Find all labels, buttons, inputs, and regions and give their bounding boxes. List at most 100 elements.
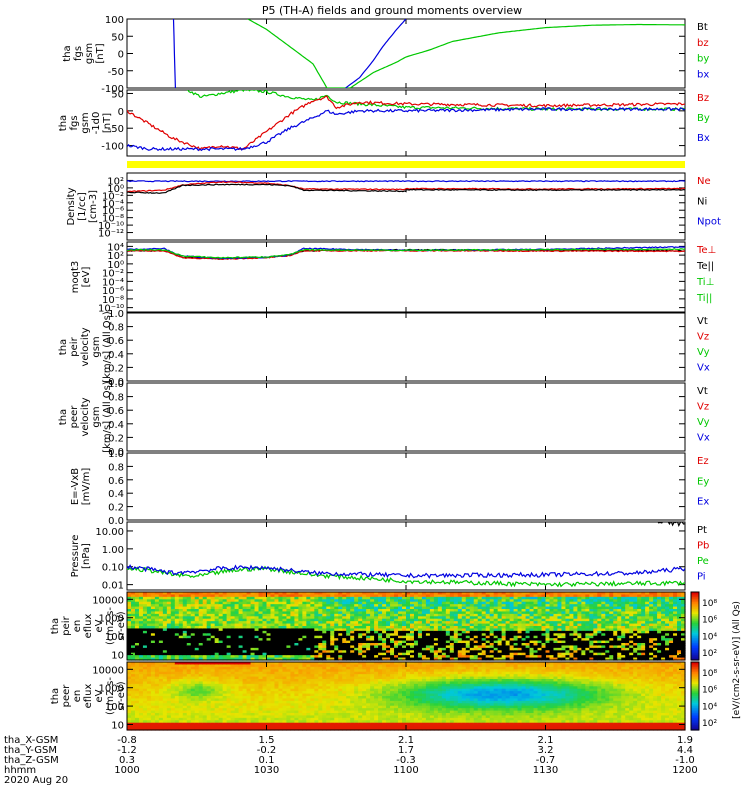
y-axis-label: (cm2-s- [105, 607, 116, 645]
legend-entry: By [697, 113, 710, 124]
legend-entry: by [697, 54, 709, 65]
legend-entry: Vt [697, 316, 708, 327]
y-axis-label: gsm [80, 112, 91, 133]
panel-frame-density [127, 173, 685, 240]
series-line-Pi [127, 565, 685, 577]
y-axis-label: [nT] [95, 43, 106, 63]
series-line-Bz [127, 96, 685, 150]
y-tick-label: 10⁻¹² [98, 229, 124, 240]
y-tick-label: 0.10 [102, 563, 124, 574]
panel-frame-peer_velocity [127, 383, 685, 451]
y-tick-label: 0.01 [102, 581, 124, 592]
legend-entry: Vz [697, 402, 709, 413]
legend-entry: Pi [697, 572, 706, 583]
legend-entry: Ti⊥ [696, 277, 714, 288]
y-tick-label: 0.8 [108, 462, 124, 473]
legend-entry: Ne [697, 176, 711, 187]
panel-frame-pressure [127, 522, 685, 590]
legend-entry: Pt [697, 525, 707, 536]
chart-title: P5 (TH-A) fields and ground moments over… [262, 4, 522, 17]
series-line-By [187, 89, 685, 111]
y-tick-label: 10.00 [95, 527, 124, 538]
y-axis-label: tha [50, 618, 61, 634]
legend-entry: Ni [697, 196, 707, 207]
y-tick-label: 50 [111, 89, 124, 100]
legend-entry: Ez [697, 456, 709, 467]
y-axis-label: fgs [73, 46, 84, 61]
legend-entry: Pb [697, 541, 709, 552]
y-axis-label: tha [62, 45, 73, 61]
series-line-Pt [657, 520, 685, 526]
legend-entry: Ex [697, 497, 709, 508]
series-line-bx [346, 19, 406, 88]
y-axis-label: gsm [91, 406, 102, 427]
y-axis-label: fgs [69, 115, 80, 130]
series-line-by [248, 19, 685, 88]
legend-entry: Bt [697, 22, 708, 33]
legend-entry: Bz [697, 93, 709, 104]
y-axis-label: moqt3 [70, 261, 81, 294]
panel-frame-peir_velocity [127, 313, 685, 381]
y-tick-label: 0 [118, 107, 124, 118]
y-axis-label: [mV/m] [81, 468, 92, 506]
y-axis-label: gsm [84, 43, 95, 64]
y-axis-label: [km/s] (All Qs) [102, 311, 113, 383]
y-axis-label: [1/cc] [77, 192, 88, 221]
y-axis-label: [nT] [102, 113, 113, 133]
y-axis-label: velocity [80, 397, 91, 436]
y-axis-label: peer [69, 405, 80, 429]
y-tick-label: 0.6 [108, 476, 124, 487]
series-line-Bx [127, 108, 685, 151]
y-axis-label: peir [69, 336, 80, 356]
y-axis-label: peir [61, 615, 72, 635]
legend-entry: Te⊥ [696, 245, 716, 256]
y-axis-label: tha [58, 339, 69, 355]
y-tick-label: 1.0 [108, 449, 124, 460]
y-axis-label: [nPa] [81, 543, 92, 569]
y-tick-label: 0.4 [108, 489, 124, 500]
series-line-bx [174, 19, 176, 88]
legend-entry: Ey [697, 476, 709, 487]
y-axis-label: [km/s] (All Qs) [102, 381, 113, 453]
legend-entry: bz [697, 38, 709, 49]
legend-entry: Vy [697, 347, 710, 358]
y-axis-label: eflux [83, 614, 94, 639]
legend-entry: Vz [697, 332, 709, 343]
y-axis-label: en [72, 620, 83, 633]
legend-entry: Vt [697, 386, 708, 397]
y-tick-label: 1.00 [102, 545, 124, 556]
y-axis-label: eV [94, 619, 105, 632]
legend-entry: Ti|| [696, 293, 712, 304]
panel-frame-temperature [127, 242, 685, 312]
y-axis-label: [eV] [81, 267, 92, 288]
y-axis-label: tha [58, 409, 69, 425]
y-tick-label: 0.0 [108, 516, 124, 527]
series-line-Npot [127, 181, 685, 182]
y-axis-label: gsm [91, 336, 102, 357]
legend-entry: Pe [697, 556, 709, 567]
y-axis-label: -1d0 [91, 112, 102, 135]
legend-entry: Te|| [696, 261, 714, 272]
y-tick-label: 50 [111, 32, 124, 43]
legend-entry: Vy [697, 417, 710, 428]
y-axis-label: sr-eV) [116, 611, 127, 640]
status-bar [127, 161, 685, 168]
y-tick-label: 100 [105, 15, 124, 26]
legend-entry: Vx [697, 363, 710, 374]
y-tick-label: 10 [111, 650, 124, 661]
y-tick-label: 0.2 [108, 503, 124, 514]
panel-frame-efield [127, 453, 685, 520]
y-axis-label: E=-VxB [70, 468, 81, 505]
y-axis-label: tha [58, 115, 69, 131]
y-tick-label: -100 [101, 142, 124, 153]
panel-frame-fgs [127, 19, 685, 88]
legend-entry: Bx [697, 133, 710, 144]
legend-entry: bx [697, 69, 709, 80]
y-axis-label: [cm-3] [88, 190, 99, 223]
y-tick-label: 10000 [92, 595, 124, 606]
panel-frame-fgs_smoothed [127, 90, 685, 156]
y-tick-label: -50 [108, 67, 124, 78]
legend-entry: Npot [697, 217, 721, 228]
